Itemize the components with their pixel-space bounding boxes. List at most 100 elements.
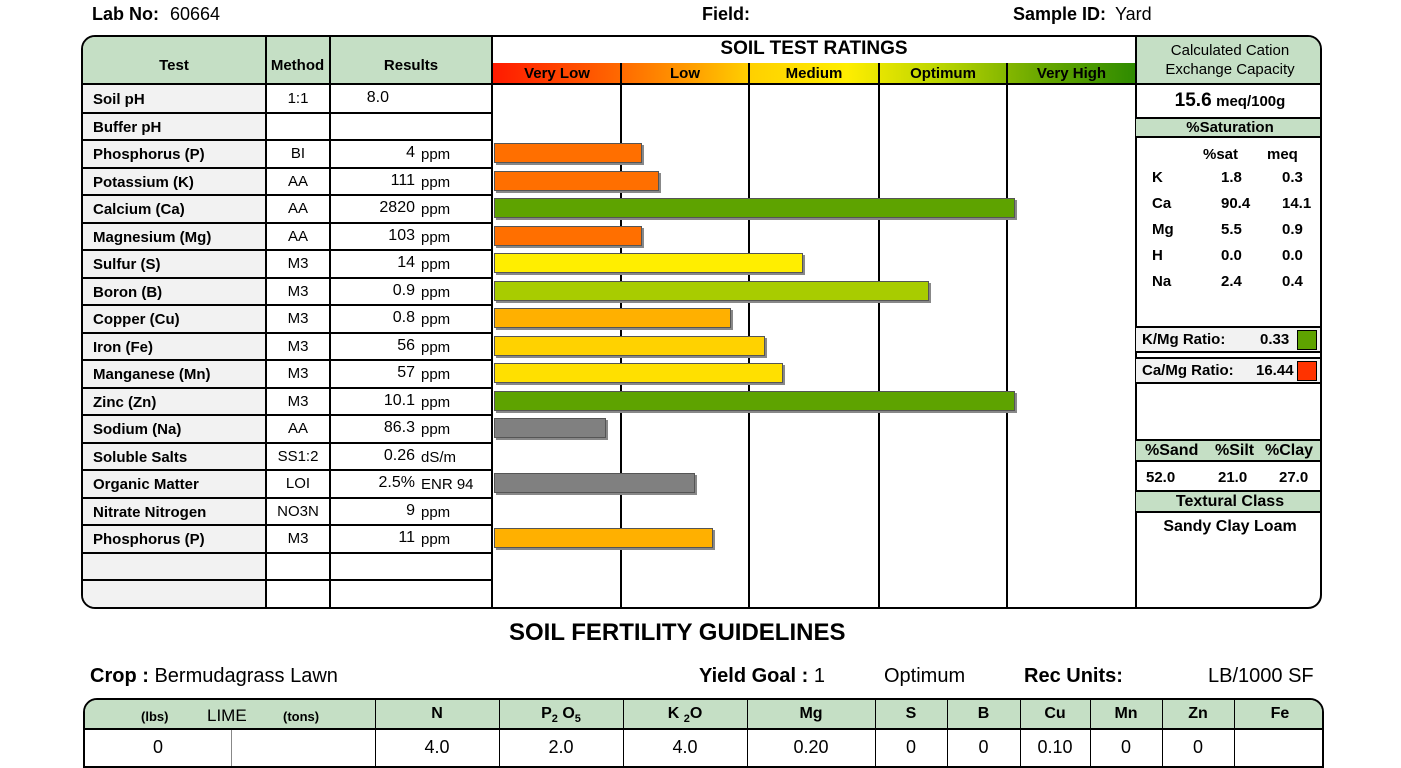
rec-header-bg [85,700,1322,730]
result-value: 0.26 [383,446,415,464]
nutrient-value: 0 [905,737,916,757]
sand-value: 52.0 [1146,469,1176,486]
sand-label: %Sand [1145,442,1199,459]
result-unit: ppm [421,256,451,273]
cation-name: Na [1152,273,1172,290]
sample-id-label: Sample ID: [1013,4,1107,24]
lab-no-label: Lab No: [92,4,159,24]
result-unit: ppm [421,338,451,356]
rating-bar [494,280,929,301]
test-name: Copper (Cu) [93,311,180,328]
crop-value: Bermudagrass Lawn [154,665,338,687]
test-name: Sodium (Na) [93,421,182,438]
divider [1090,700,1091,766]
row-divider [83,249,492,251]
nutrient-value [1234,730,1322,764]
divider [375,700,376,766]
kmg-value: 0.33 [1260,331,1290,348]
test-name: Organic Matter [93,476,199,493]
method: AA [287,172,308,190]
kmg-ratio-row: K/Mg Ratio: 0.33 [1136,326,1320,353]
rec-units-value: LB/1000 SF [1208,665,1314,687]
kmg-label: K/Mg Ratio: [1142,331,1226,348]
nutrient-header: Fe [1270,705,1290,722]
lime-label: LIME [207,706,247,725]
camg-ratio-row: Ca/Mg Ratio: 16.44 [1136,357,1320,384]
camg-label: Ca/Mg Ratio: [1142,362,1234,379]
rating-bar [494,253,803,273]
k-o: O [689,705,703,722]
row-divider [83,139,492,141]
cec-title-line1: Calculated Cation [1170,42,1290,59]
divider [1135,37,1137,607]
row-divider [83,496,492,499]
method: LOI [285,475,311,492]
nutrient-value: 0.10 [1037,737,1073,757]
divider [329,37,331,607]
method: AA [287,200,308,217]
cation-sat: 5.5 [1221,221,1242,238]
col-method: Method [270,57,325,74]
silt-label: %Silt [1215,442,1255,459]
rating-bar [494,418,606,438]
method: M3 [287,337,309,355]
result-unit: ppm [421,503,451,521]
row-divider [83,276,492,279]
k-sub: 2 [683,713,690,726]
divider [1234,700,1235,766]
nutrient-header: S [905,705,917,722]
lime-lbs: (lbs) [141,709,169,724]
cec-unit: meq/100g [1216,93,1286,110]
divider [491,37,493,607]
result-value: 0.8 [392,309,415,326]
divider [620,63,622,607]
rating-bar [494,170,659,191]
cation-sat: 0.0 [1221,247,1242,264]
k2o-header: K 2O [623,700,747,730]
row-divider [83,469,492,471]
row-divider [83,524,492,526]
rating-label: Optimum [910,65,976,82]
divider [265,37,267,607]
row-divider [83,359,492,361]
result-value: 57 [397,364,415,381]
cation-meq: 14.1 [1282,195,1312,212]
nutrient-header: Mn [1114,705,1138,722]
row-divider [83,111,492,114]
n-header: N [431,705,443,722]
cation-meq: 0.3 [1282,169,1303,186]
rating-bar [494,473,695,493]
divider [875,700,876,766]
nutrient-header: B [977,705,990,722]
result-unit: ppm [421,173,451,191]
result-value: 10.1 [383,391,415,409]
rating-bar [494,363,784,383]
divider [1162,700,1163,766]
silt-value: 21.0 [1218,469,1248,486]
test-name: Nitrate Nitrogen [93,503,207,521]
rating-bar [494,143,642,163]
rating-bar [494,335,766,356]
result-unit: dS/m [421,448,457,466]
nutrient-header: Cu [1044,705,1066,722]
method: NO3N [277,502,319,520]
result-value: 9 [406,501,415,519]
row-divider [83,166,492,169]
test-name: Zinc (Zn) [93,393,157,411]
test-name: Phosphorus (P) [93,531,205,548]
result-unit: ppm [421,311,451,328]
divider [1020,700,1021,766]
row-divider [83,221,492,224]
cec-title: Calculated Cation Exchange Capacity [1136,41,1320,79]
test-name: Soluble Salts [93,448,188,466]
test-column-bg [83,84,265,607]
lime-tons: (tons) [283,709,320,724]
textural-class-value: Sandy Clay Loam [1163,518,1297,535]
method: M3 [287,365,309,382]
crop-label: Crop : [90,665,149,687]
rating-label: Very High [1036,65,1107,82]
divider [499,700,500,766]
k-main: K [667,705,680,722]
result-value: 2.5% [378,474,415,491]
test-name: Manganese (Mn) [93,366,211,383]
